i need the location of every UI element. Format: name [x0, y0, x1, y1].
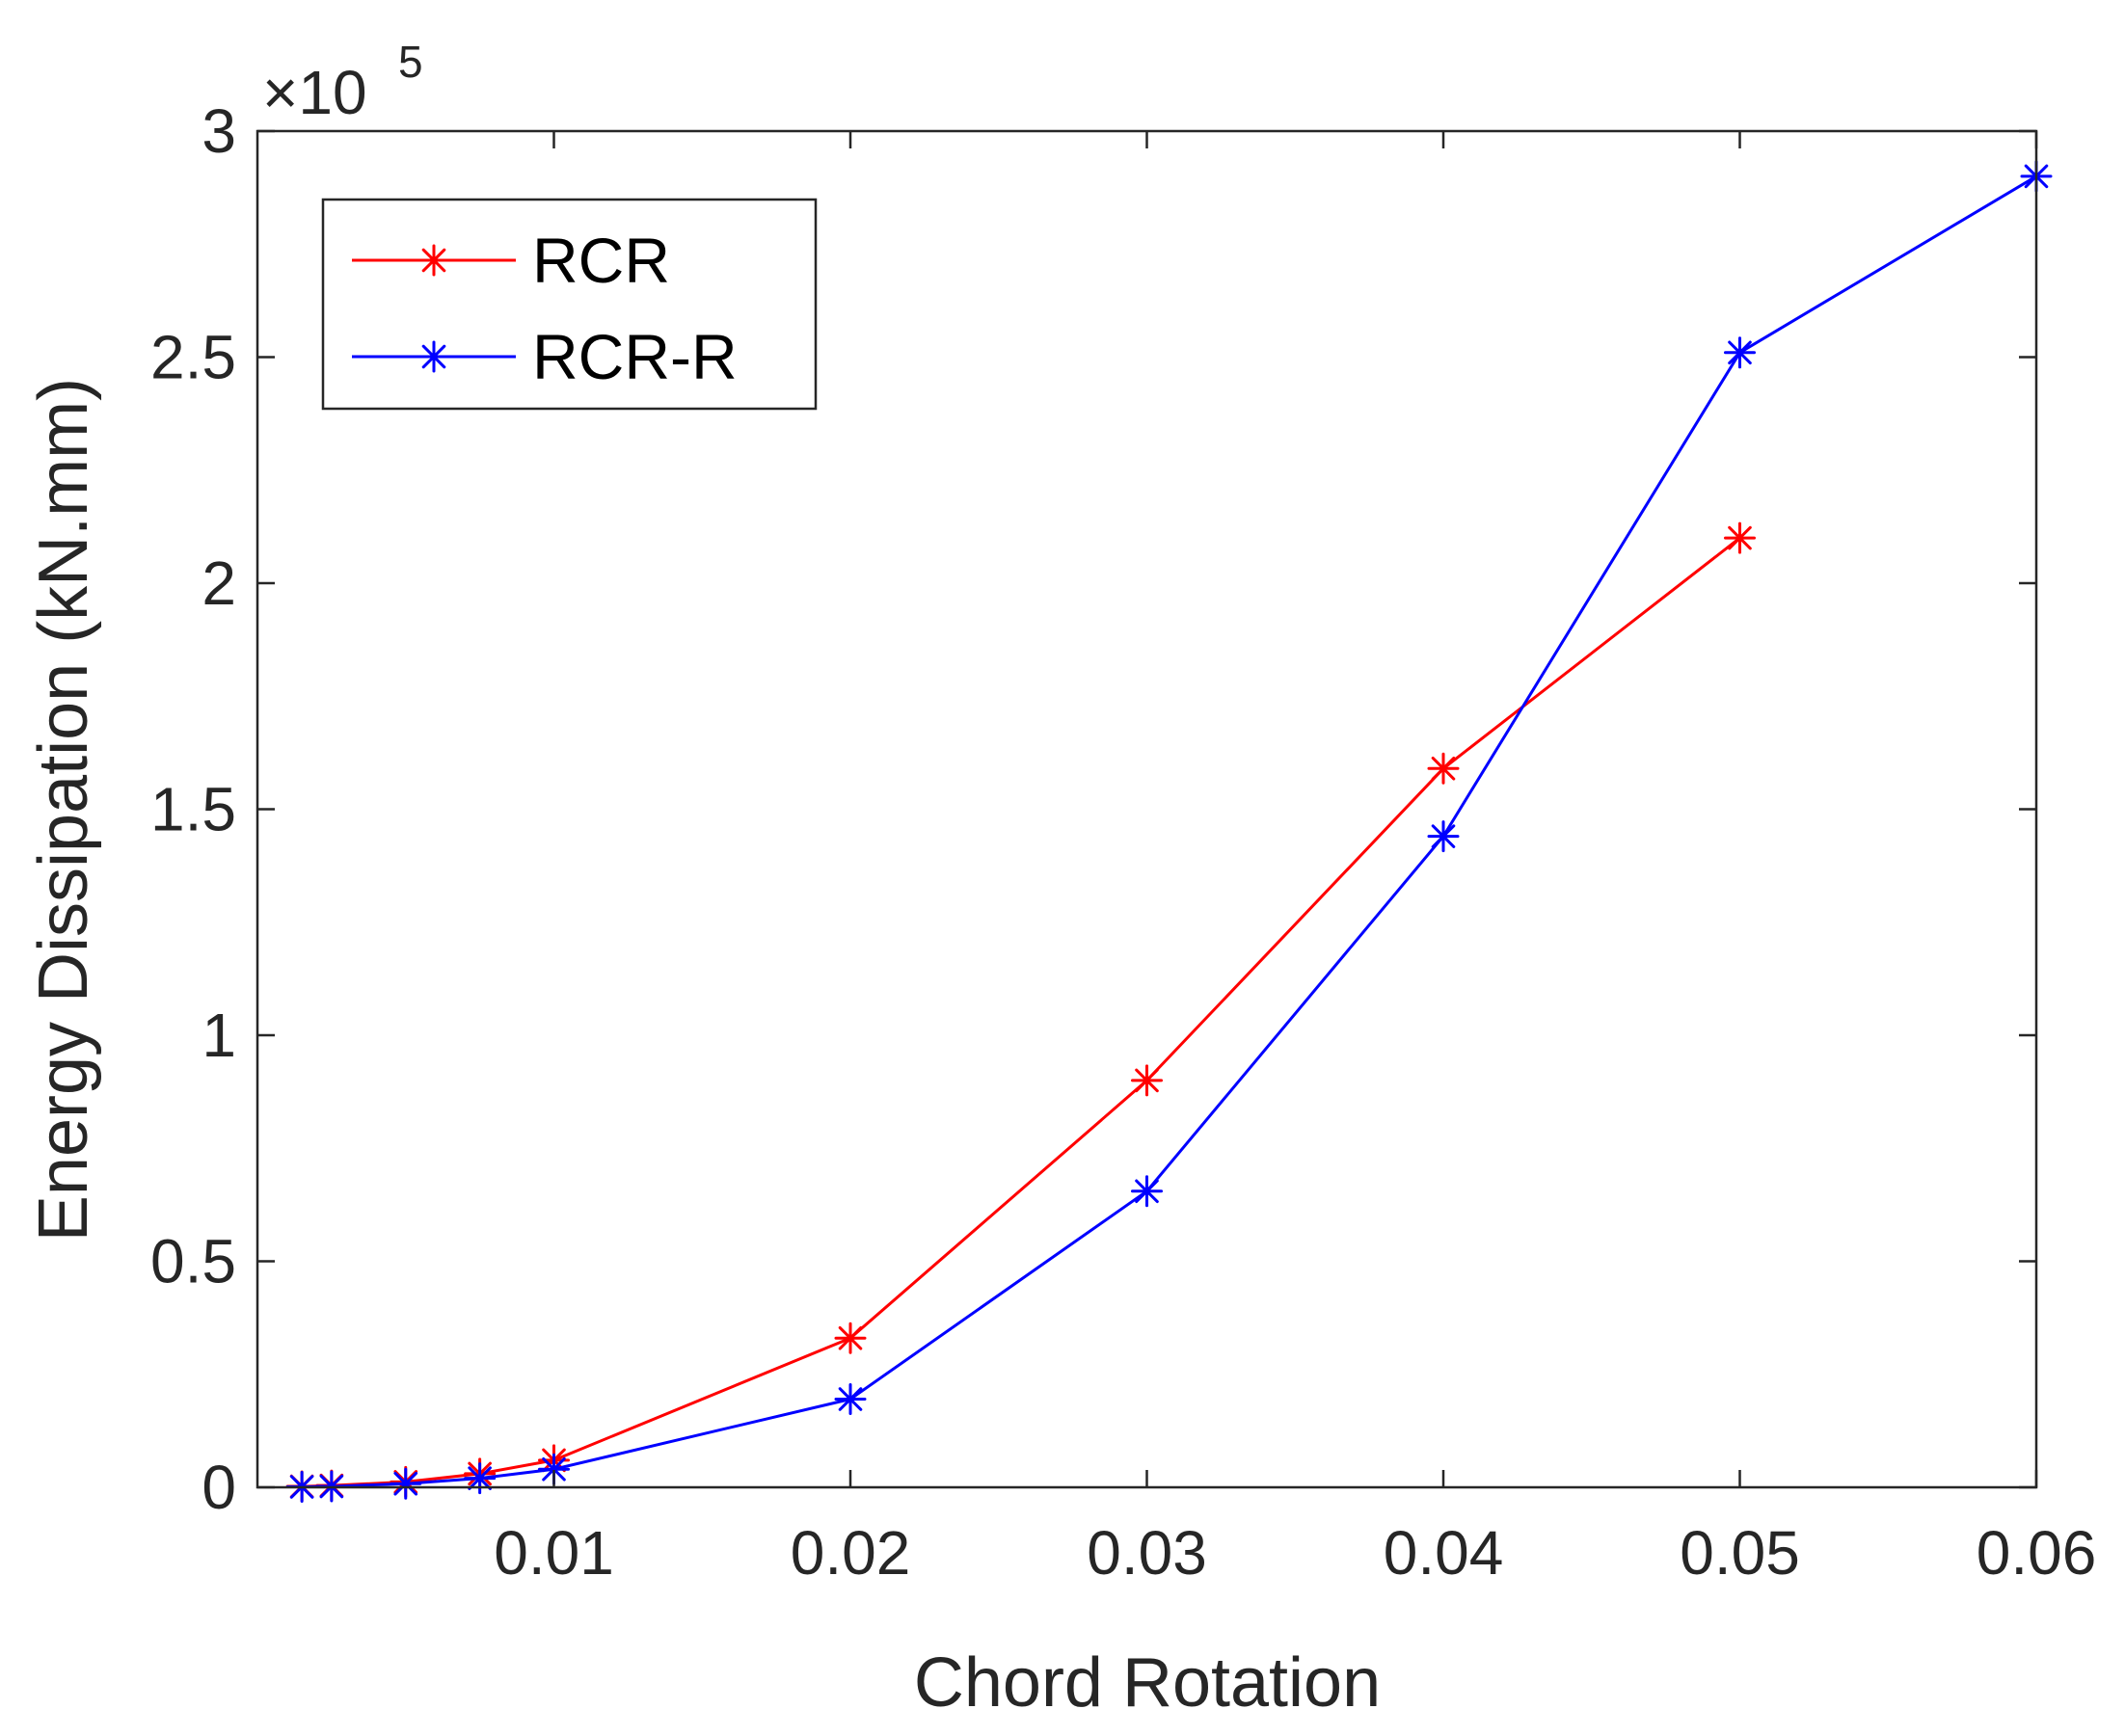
legend-marker-point-rcr-r	[417, 340, 450, 373]
legend-box	[321, 198, 818, 411]
data-point-rcr	[1724, 521, 1756, 554]
data-point-rcr	[834, 1322, 867, 1354]
data-point-rcr-r	[1131, 1175, 1163, 1208]
series-rcr-r	[285, 160, 2053, 1504]
legend-marker-rcr	[417, 244, 450, 277]
data-point-rcr-r	[1427, 820, 1460, 853]
y-tick-label: 0.5	[150, 1227, 236, 1296]
legend-marker-rcr-r	[417, 340, 450, 373]
y-exponent-power: 5	[398, 37, 423, 87]
series-line-rcr-r	[302, 174, 2037, 1488]
x-axis: 0.01 0.02 0.03 0.04 0.05 0.06	[494, 131, 2096, 1588]
y-axis: 0 0.5 1 1.5 2 2.5 3	[150, 96, 2036, 1522]
y-tick-label: 1.5	[150, 775, 236, 844]
legend-label-rcr: RCR	[532, 225, 670, 296]
x-tick-label: 0.02	[791, 1518, 911, 1588]
x-tick-label: 0.03	[1087, 1518, 1207, 1588]
x-axis-title: Chord Rotation	[914, 1644, 1381, 1722]
legend-label-rcr-r: RCR-R	[532, 321, 738, 392]
legend-entry-rcr: RCR	[352, 225, 670, 296]
y-tick-label: 0	[202, 1453, 236, 1522]
y-tick-label: 1	[202, 1001, 236, 1070]
data-point-rcr-r	[390, 1467, 422, 1500]
x-tick-label: 0.06	[1977, 1518, 2097, 1588]
data-point-rcr-r	[1724, 336, 1756, 369]
y-tick-label: 3	[202, 96, 236, 166]
legend: RCR RCR-R	[321, 198, 818, 411]
x-tick-label: 0.05	[1680, 1518, 1800, 1588]
x-tick-label: 0.04	[1384, 1518, 1504, 1588]
data-point-rcr	[1427, 752, 1460, 785]
data-point-rcr-r	[834, 1383, 867, 1416]
y-exponent-label: ×10 5	[262, 37, 423, 127]
y-axis-title: Energy Dissipation (kN.mm)	[25, 378, 102, 1242]
series-layer	[285, 160, 2053, 1504]
data-point-rcr	[1131, 1064, 1163, 1097]
y-tick-label: 2	[202, 548, 236, 618]
legend-marker-point-rcr	[417, 244, 450, 277]
data-point-rcr-r	[538, 1453, 570, 1485]
y-tick-label: 2.5	[150, 323, 236, 392]
legend-entry-rcr-r: RCR-R	[352, 321, 738, 392]
y-exponent-prefix: ×10	[262, 58, 367, 127]
x-tick-label: 0.01	[494, 1518, 614, 1588]
